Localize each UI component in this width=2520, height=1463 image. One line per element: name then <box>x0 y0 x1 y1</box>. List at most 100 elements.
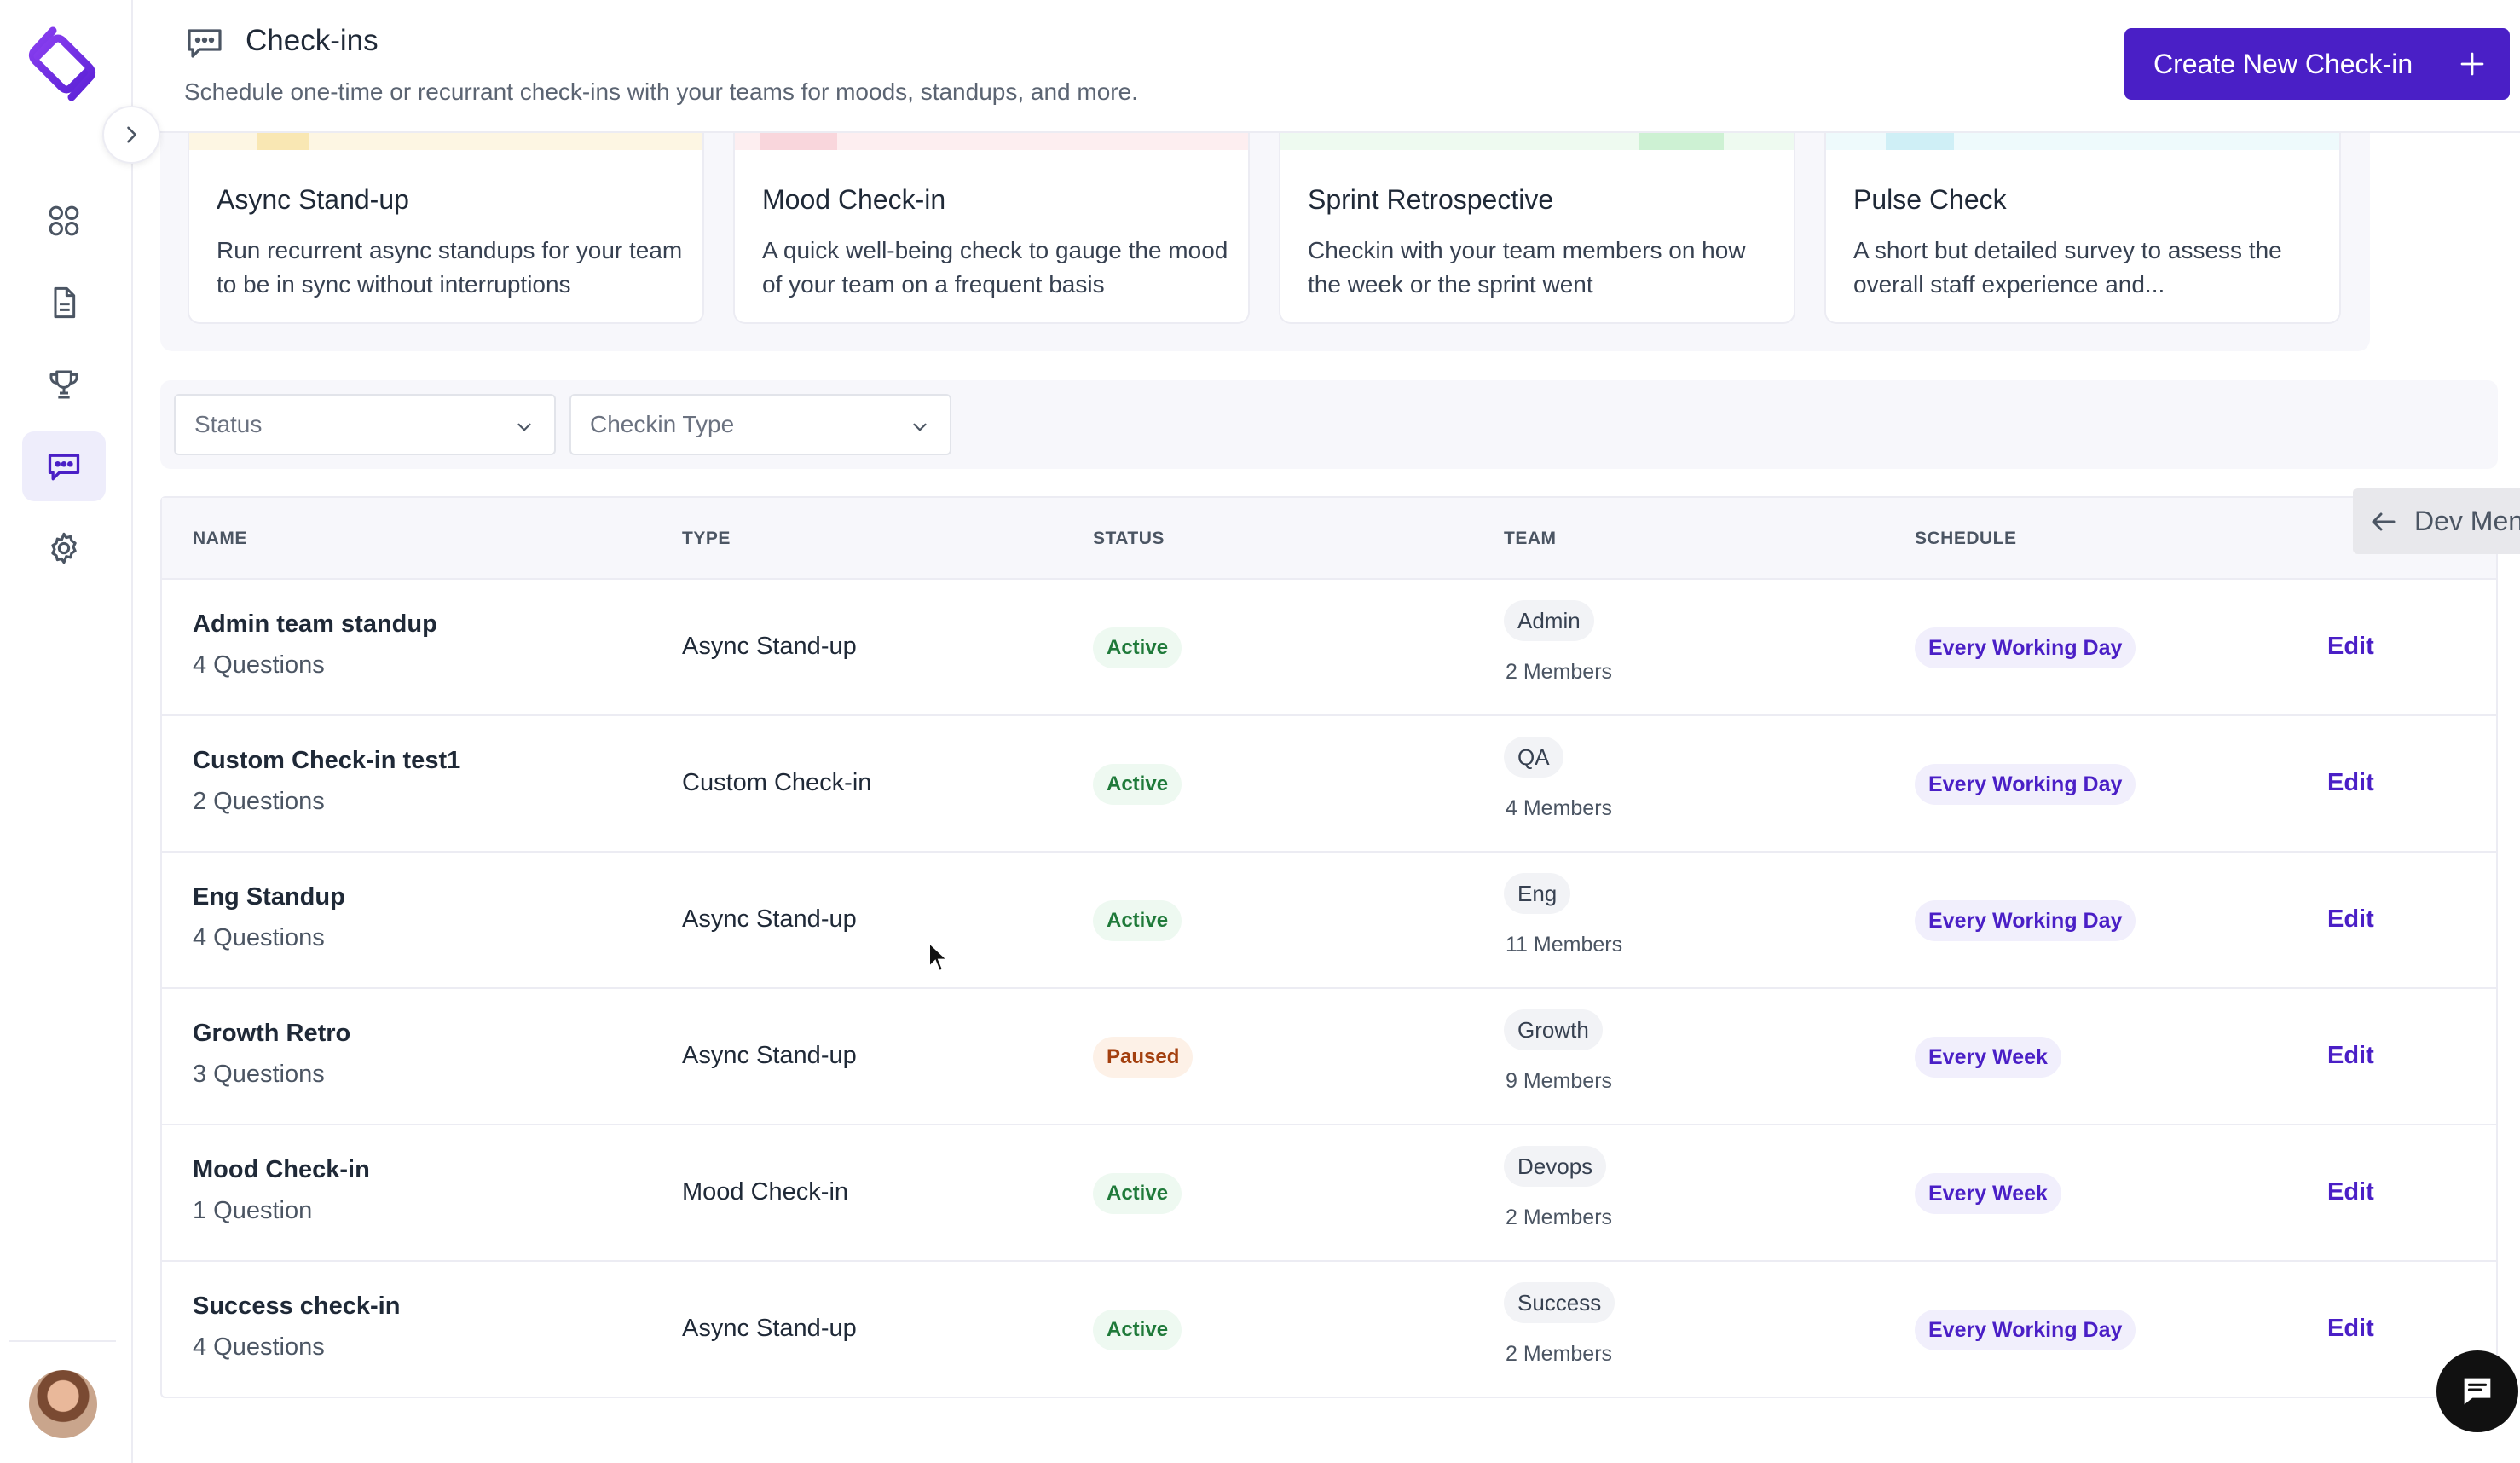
card-title: Async Stand-up <box>217 184 409 215</box>
team-badge: Admin <box>1504 600 1594 641</box>
column-header-type[interactable]: TYPE <box>682 529 731 548</box>
mouse-cursor-icon <box>928 941 950 973</box>
column-header-team[interactable]: TEAM <box>1504 529 1557 548</box>
schedule-badge: Every Working Day <box>1915 627 2136 668</box>
checkin-type: Mood Check-in <box>682 1178 849 1206</box>
card-title: Sprint Retrospective <box>1308 184 1554 215</box>
card-strip-accent <box>257 133 309 150</box>
card-description: Run recurrent async standups for your te… <box>217 237 683 298</box>
checkin-type: Custom Check-in <box>682 769 872 796</box>
checkin-type: Async Stand-up <box>682 905 857 933</box>
app-logo-icon[interactable] <box>27 26 97 102</box>
page-subtitle: Schedule one-time or recurrant check-ins… <box>184 78 1138 105</box>
checkin-name[interactable]: Eng Standup <box>193 883 345 911</box>
checkins-table: NAME TYPE STATUS TEAM SCHEDULE Admin tea… <box>160 496 2498 1398</box>
card-strip-accent <box>1886 133 1954 150</box>
card-title: Pulse Check <box>1853 184 2007 215</box>
edit-link[interactable]: Edit <box>2327 1042 2374 1069</box>
chat-icon <box>188 29 222 58</box>
arrow-left-icon <box>2372 512 2396 531</box>
nav-dashboard[interactable] <box>22 186 106 256</box>
team-badge: Eng <box>1504 873 1571 914</box>
status-filter-placeholder: Status <box>194 411 263 437</box>
gear-icon <box>51 532 77 564</box>
type-filter-select[interactable]: Checkin Type <box>569 394 951 455</box>
trophy-icon <box>49 370 78 399</box>
checkin-name[interactable]: Custom Check-in test1 <box>193 747 461 774</box>
dev-menu-tab[interactable]: Dev Men <box>2353 488 2520 554</box>
edit-link[interactable]: Edit <box>2327 769 2374 796</box>
team-member-count: 9 Members <box>1506 1069 1613 1093</box>
table-row[interactable]: Mood Check-in 1 Question Mood Check-in A… <box>162 1125 2496 1262</box>
team-member-count: 11 Members <box>1506 933 1623 957</box>
question-count: 3 Questions <box>193 1061 325 1088</box>
card-color-strip <box>735 133 1248 150</box>
team-member-count: 4 Members <box>1506 796 1613 820</box>
chat-icon <box>48 454 80 481</box>
team-badge: Success <box>1504 1282 1615 1323</box>
checkin-type: Async Stand-up <box>682 633 857 660</box>
create-checkin-button[interactable]: Create New Check-in <box>2124 28 2510 100</box>
checkin-name[interactable]: Success check-in <box>193 1292 401 1320</box>
sidebar-expand-button[interactable] <box>102 106 160 164</box>
support-chat-button[interactable] <box>2436 1350 2518 1432</box>
template-card-async-standup[interactable]: Async Stand-up Run recurrent async stand… <box>188 133 704 324</box>
card-description: A short but detailed survey to assess th… <box>1853 237 2282 298</box>
template-card-sprint-retro[interactable]: Sprint Retrospective Checkin with your t… <box>1279 133 1795 324</box>
table-header: NAME TYPE STATUS TEAM SCHEDULE <box>162 498 2496 580</box>
edit-link[interactable]: Edit <box>2327 1315 2374 1342</box>
page-title: Check-ins <box>246 24 379 57</box>
edit-link[interactable]: Edit <box>2327 1178 2374 1206</box>
edit-link[interactable]: Edit <box>2327 905 2374 933</box>
table-row[interactable]: Admin team standup 4 Questions Async Sta… <box>162 580 2496 716</box>
question-count: 4 Questions <box>193 924 325 951</box>
avatar[interactable] <box>29 1370 97 1438</box>
status-badge: Active <box>1093 627 1182 668</box>
card-description: Checkin with your team members on how th… <box>1308 237 1746 298</box>
column-header-status[interactable]: STATUS <box>1093 529 1165 548</box>
checkin-type: Async Stand-up <box>682 1315 857 1342</box>
template-cards: Async Stand-up Run recurrent async stand… <box>160 133 2370 351</box>
schedule-badge: Every Working Day <box>1915 764 2136 805</box>
team-badge: QA <box>1504 737 1563 778</box>
card-strip-accent <box>1639 133 1724 150</box>
table-row[interactable]: Growth Retro 3 Questions Async Stand-up … <box>162 989 2496 1125</box>
status-badge: Active <box>1093 900 1182 941</box>
status-badge: Active <box>1093 764 1182 805</box>
card-description: A quick well-being check to gauge the mo… <box>762 237 1228 298</box>
type-filter-placeholder: Checkin Type <box>590 411 735 437</box>
chevron-right-icon <box>127 126 136 143</box>
nav-achievements[interactable] <box>22 350 106 419</box>
template-card-mood-checkin[interactable]: Mood Check-in A quick well-being check t… <box>733 133 1250 324</box>
status-filter-select[interactable]: Status <box>174 394 556 455</box>
template-card-pulse-check[interactable]: Pulse Check A short but detailed survey … <box>1824 133 2341 324</box>
sidebar-divider <box>9 1340 116 1342</box>
table-row[interactable]: Custom Check-in test1 2 Questions Custom… <box>162 716 2496 853</box>
nav-checkins[interactable] <box>22 431 106 501</box>
team-badge: Growth <box>1504 1009 1603 1050</box>
sidebar <box>0 0 133 1463</box>
team-badge: Devops <box>1504 1146 1607 1187</box>
card-color-strip <box>189 133 702 150</box>
schedule-badge: Every Week <box>1915 1037 2061 1078</box>
card-color-strip <box>1826 133 2339 150</box>
checkin-name[interactable]: Mood Check-in <box>193 1156 370 1183</box>
card-title: Mood Check-in <box>762 184 946 215</box>
status-badge: Paused <box>1093 1037 1194 1078</box>
question-count: 4 Questions <box>193 1333 325 1361</box>
edit-link[interactable]: Edit <box>2327 633 2374 660</box>
checkin-name[interactable]: Admin team standup <box>193 610 437 638</box>
message-icon <box>2464 1378 2491 1405</box>
nav-settings[interactable] <box>22 513 106 583</box>
status-badge: Active <box>1093 1310 1182 1350</box>
chevron-down-icon <box>913 423 927 431</box>
table-row[interactable]: Success check-in 4 Questions Async Stand… <box>162 1262 2496 1398</box>
checkin-name[interactable]: Growth Retro <box>193 1020 351 1047</box>
checkin-type: Async Stand-up <box>682 1042 857 1069</box>
column-header-name[interactable]: NAME <box>193 529 247 548</box>
nav-documents[interactable] <box>22 268 106 338</box>
column-header-schedule[interactable]: SCHEDULE <box>1915 529 2017 548</box>
table-row[interactable]: Eng Standup 4 Questions Async Stand-up A… <box>162 853 2496 989</box>
create-checkin-label: Create New Check-in <box>2153 48 2413 79</box>
question-count: 1 Question <box>193 1197 313 1224</box>
